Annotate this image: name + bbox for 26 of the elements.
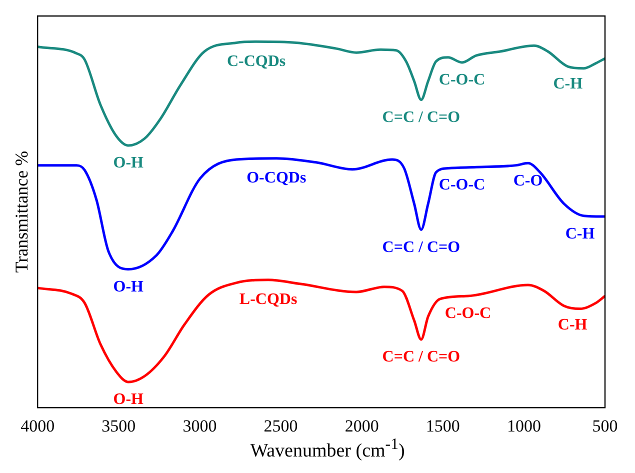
series-label: C-CQDs	[226, 52, 286, 70]
x-tick-label: 2000	[344, 416, 379, 436]
annotation: C-H	[565, 225, 596, 242]
annotation: C=C / C=O	[382, 108, 460, 126]
annotation: C-H	[558, 316, 588, 334]
x-tick-label: 1500	[426, 416, 460, 436]
annotation: C-O-C	[438, 176, 486, 194]
annotation: O-H	[113, 278, 144, 296]
annotation: C-O	[513, 172, 543, 190]
series-label: O-CQDs	[246, 170, 306, 187]
annotation: O-H	[113, 391, 144, 408]
x-tick-label: 4000	[20, 416, 55, 436]
y-axis-title: Transmittance %	[12, 150, 32, 273]
series-label: L-CQDs	[239, 291, 298, 308]
annotation: C-O-C	[444, 305, 492, 322]
annotation: C-O-C	[438, 72, 486, 89]
annotation: C=C / C=O	[382, 238, 460, 256]
annotation: O-H	[113, 154, 144, 172]
annotation: C-H	[553, 76, 584, 93]
x-tick-label: 1000	[506, 416, 541, 436]
x-tick-label: 2500	[264, 416, 298, 436]
x-tick-label: 3500	[102, 416, 136, 436]
x-tick-label: 3000	[182, 416, 217, 436]
x-tick-label: 500	[592, 416, 618, 436]
annotation: C=C / C=O	[382, 348, 460, 366]
x-axis-title: Wavenumber (cm$^{-1}$)	[249, 436, 406, 462]
